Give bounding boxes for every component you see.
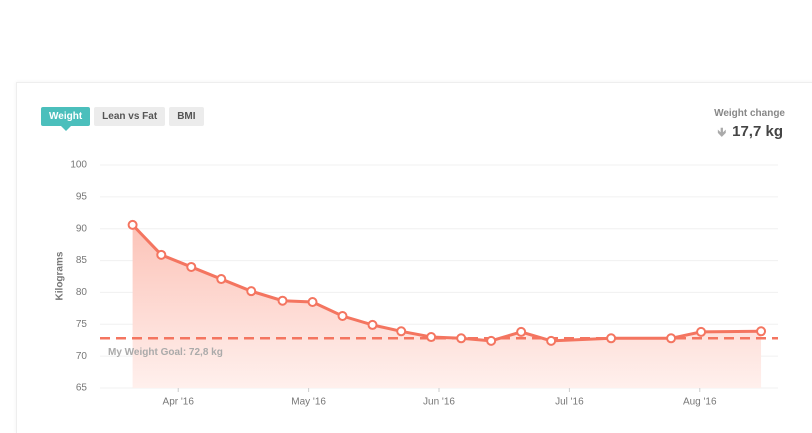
x-tick-label: May '16 [291, 397, 326, 408]
x-tick-label: Jul '16 [555, 397, 584, 408]
y-tick-label: 95 [76, 191, 88, 202]
point [456, 333, 467, 344]
point [486, 335, 497, 346]
point [186, 261, 197, 272]
y-tick-label: 85 [76, 255, 88, 266]
point [216, 274, 227, 285]
tabs: Weight Lean vs Fat BMI [41, 107, 204, 131]
y-tick-label: 100 [70, 160, 87, 171]
weight-change-title: Weight change [714, 108, 785, 119]
point [127, 219, 138, 230]
point [546, 335, 557, 346]
y-tick-label: 80 [76, 287, 88, 298]
goal-label: My Weight Goal: 72,8 kg [108, 347, 223, 358]
page: Weight Lean vs Fat BMI Weight change 🡻 17,7… [16, 82, 812, 433]
y-tick-label: 65 [76, 383, 88, 394]
x-tick-label: Aug '16 [683, 397, 717, 408]
y-tick-label: 90 [76, 223, 88, 234]
down-arrow: 🡻 [717, 125, 727, 139]
point [246, 286, 257, 297]
y-tick-label: 75 [76, 319, 88, 330]
y-axis-label: Kilograms [55, 251, 66, 300]
point [756, 326, 767, 337]
point [337, 311, 348, 322]
area [132, 224, 762, 388]
x-tick-label: Jun '16 [423, 397, 455, 408]
point [277, 295, 288, 306]
point [516, 326, 527, 337]
point [426, 332, 437, 343]
chart: Kilograms 65 70 75 80 85 90 95 100 Apr '16 May '1… [55, 160, 778, 408]
point [156, 249, 167, 260]
tab[interactable]: BMI [169, 107, 204, 126]
tab[interactable]: Lean vs Fat [94, 107, 166, 126]
point [307, 296, 318, 307]
y-tick-label: 70 [76, 351, 88, 362]
point [606, 333, 617, 344]
weight-change-value: 17,7 kg [732, 123, 783, 140]
point [696, 326, 707, 337]
point [666, 333, 677, 344]
x-tick-label: Apr '16 [163, 397, 195, 408]
point [367, 319, 378, 330]
weight-change: 🡻 17,7 kg [718, 123, 784, 144]
tab[interactable]: Weight [41, 107, 91, 131]
point [396, 326, 407, 337]
